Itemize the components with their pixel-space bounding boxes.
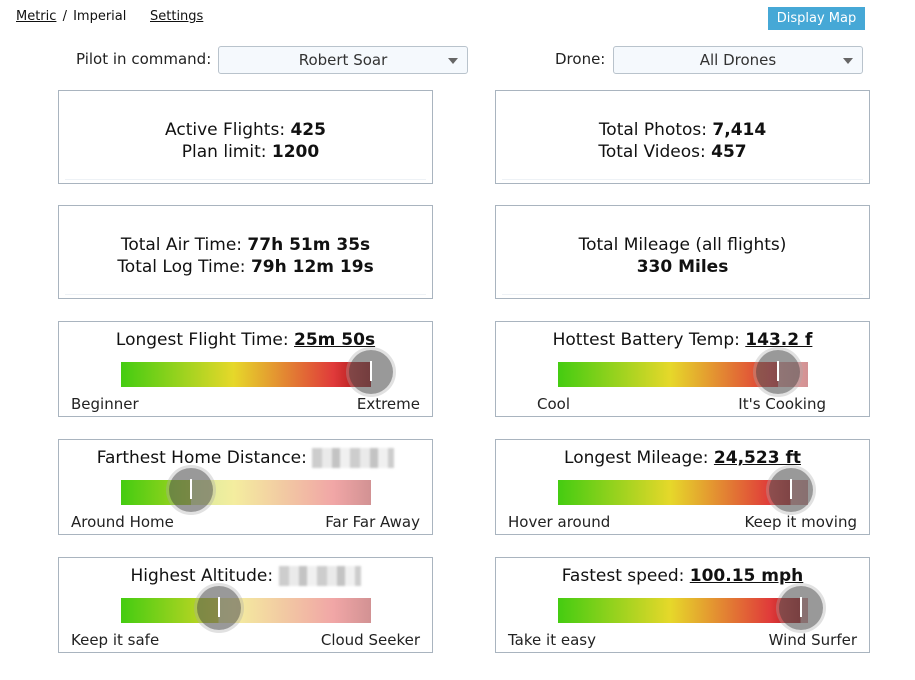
total-videos-label: Total Videos: [598,142,706,162]
air-time-label: Total Air Time: [120,235,243,255]
gauge-title-label: Hottest Battery Temp: [552,330,740,350]
total-photos-line: Total Photos: 7,414 [502,120,863,140]
total-videos-line: Total Videos: 457 [482,142,863,162]
gauge-knob[interactable] [768,468,813,512]
gauge-max-label: Extreme [356,395,420,413]
gauge-min-label: Hover around [508,513,611,531]
log-time-label: Total Log Time: [117,257,246,277]
gauge-title: Highest Altitude: [59,566,432,586]
metric-link[interactable]: Metric [16,9,57,24]
gauge-value[interactable]: 143.2 f [745,330,813,350]
gauge-title: Longest Mileage: 24,523 ft [496,448,869,468]
log-time-line: Total Log Time: 79h 12m 19s [65,257,426,277]
unit-toggle: Metric / Imperial Settings [16,9,203,24]
gauge-title: Fastest speed: 100.15 mph [496,566,869,586]
total-mileage-value-line: 330 Miles [502,257,863,277]
mileage-card: Total Mileage (all flights) 330 Miles [495,205,870,299]
gauge-bar [558,468,813,512]
card-inner: Active Flights: 425 Plan limit: 1200 [65,95,426,179]
gauge-min-label: Around Home [71,513,174,531]
log-time-value: 79h 12m 19s [250,257,374,277]
gauge-knob[interactable] [349,350,393,394]
unit-separator: / [62,9,67,24]
chevron-down-icon [448,58,458,64]
media-card: Total Photos: 7,414 Total Videos: 457 [495,90,870,184]
gauge-title-label: Fastest speed: [561,566,685,586]
gauge-min-label: Keep it safe [71,631,160,649]
card-inner: Total Air Time: 77h 51m 35s Total Log Ti… [65,210,426,294]
gauge-longest-mileage: Longest Mileage: 24,523 ft Hover around … [495,439,870,535]
plan-limit-line: Plan limit: 1200 [75,142,426,162]
gauge-knob[interactable] [756,350,800,394]
flights-card: Active Flights: 425 Plan limit: 1200 [58,90,433,184]
gauge-value[interactable]: 24,523 ft [713,448,801,468]
gauge-fastest-speed: Fastest speed: 100.15 mph Take it easy W… [495,557,870,653]
gauge-hottest-battery-temp: Hottest Battery Temp: 143.2 f Cool It's … [495,321,870,417]
redacted-value [278,566,361,586]
display-map-button[interactable]: Display Map [768,7,865,30]
air-time-line: Total Air Time: 77h 51m 35s [65,235,426,255]
gauge-bar [558,350,808,394]
settings-link[interactable]: Settings [150,9,204,24]
gauge-value[interactable]: 25m 50s [294,330,376,350]
gauge-bar [558,586,823,630]
gauge-title-label: Highest Altitude: [130,566,274,586]
total-photos-label: Total Photos: [598,120,707,140]
gauge-min-label: Beginner [71,395,139,413]
gauge-max-label: Keep it moving [744,513,857,531]
plan-limit-label: Plan limit: [181,142,267,162]
time-card: Total Air Time: 77h 51m 35s Total Log Ti… [58,205,433,299]
redacted-value [312,448,395,468]
drone-select[interactable]: All Drones [613,46,863,74]
gauge-title-label: Longest Mileage: [564,448,709,468]
gauge-max-label: Wind Surfer [768,631,857,649]
chevron-down-icon [843,58,853,64]
gauge-title: Farthest Home Distance: [59,448,432,468]
total-mileage-label: Total Mileage (all flights) [578,235,787,255]
gauge-knob[interactable] [778,586,823,630]
gauge-highest-altitude: Highest Altitude: Keep it safe Cloud See… [58,557,433,653]
plan-limit-value: 1200 [271,142,320,162]
gauge-bar [121,586,371,630]
gauge-bar [121,350,393,394]
drone-select-value: All Drones [699,51,777,69]
drone-label: Drone: [555,50,606,68]
total-videos-value: 457 [711,142,747,162]
gauge-title-label: Farthest Home Distance: [96,448,307,468]
total-photos-value: 7,414 [712,120,767,140]
gauge-min-label: Take it easy [508,631,596,649]
total-mileage-value: 330 Miles [636,257,729,277]
imperial-link[interactable]: Imperial [73,9,127,24]
active-flights-line: Active Flights: 425 [65,120,426,140]
card-inner: Total Photos: 7,414 Total Videos: 457 [502,95,863,179]
gauge-farthest-home-distance: Farthest Home Distance: Around Home Far … [58,439,433,535]
gauge-min-label: Cool [537,395,570,413]
gauge-title-label: Longest Flight Time: [115,330,289,350]
gauge-bar [121,468,371,512]
gauge-max-label: Cloud Seeker [320,631,420,649]
gauge-max-label: It's Cooking [738,395,826,413]
gauge-max-label: Far Far Away [325,513,420,531]
gauge-knob[interactable] [169,468,213,512]
gauge-title: Hottest Battery Temp: 143.2 f [496,330,869,350]
card-inner: Total Mileage (all flights) 330 Miles [502,210,863,294]
pilot-label: Pilot in command: [76,50,212,68]
pilot-select-value: Robert Soar [298,51,388,69]
gauge-title: Longest Flight Time: 25m 50s [59,330,432,350]
active-flights-value: 425 [290,120,326,140]
active-flights-label: Active Flights: [165,120,286,140]
air-time-value: 77h 51m 35s [247,235,371,255]
pilot-select[interactable]: Robert Soar [218,46,468,74]
gauge-knob[interactable] [196,586,241,630]
gauge-value[interactable]: 100.15 mph [689,566,804,586]
gauge-longest-flight-time: Longest Flight Time: 25m 50s Beginner Ex… [58,321,433,417]
